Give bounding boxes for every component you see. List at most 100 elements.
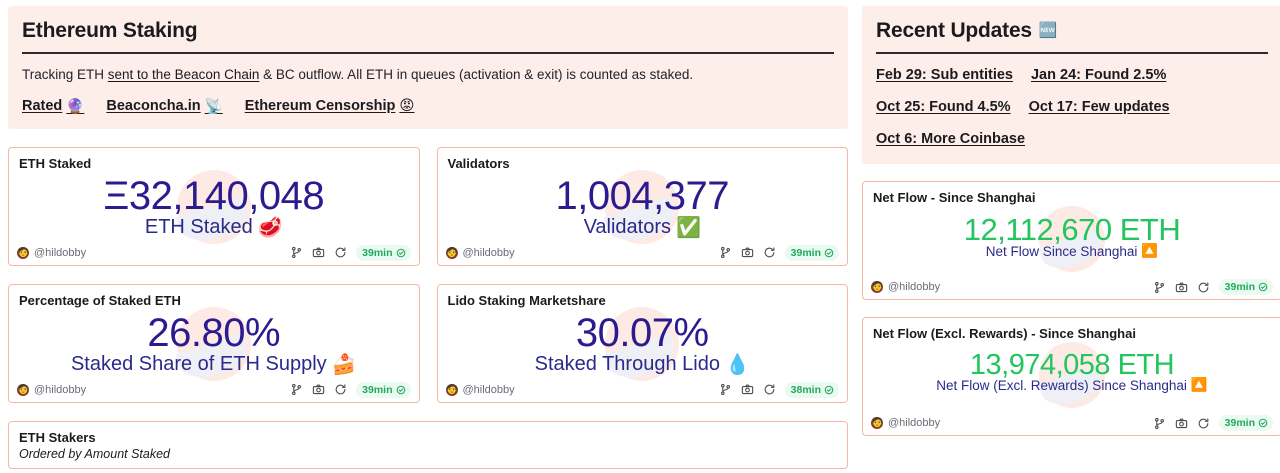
camera-icon[interactable]	[312, 246, 325, 259]
avatar: 🧑	[871, 281, 883, 294]
card-title: Net Flow - Since Shanghai	[873, 190, 1036, 206]
author[interactable]: 🧑 @hildobby	[17, 246, 87, 259]
description-pre: Tracking ETH	[22, 67, 108, 83]
fork-icon[interactable]	[290, 246, 303, 259]
refresh-icon[interactable]	[1197, 417, 1210, 430]
verified-icon	[824, 248, 834, 258]
refresh-time: 39min	[1224, 281, 1255, 294]
check-mark-icon: ✅	[676, 214, 701, 239]
metric-value: 1,004,377	[555, 174, 730, 218]
card-title: ETH Staked	[19, 155, 92, 171]
update-link-feb-29[interactable]: Feb 29: Sub entities	[876, 67, 1013, 84]
update-link-oct-17[interactable]: Oct 17: Few updates	[1028, 98, 1170, 115]
card-percentage-staked-eth[interactable]: Percentage of Staked ETH 26.80% Staked S…	[8, 283, 420, 403]
header-description: Tracking ETH sent to the Beacon Chain & …	[22, 65, 834, 85]
avatar: 🧑	[871, 417, 883, 430]
refresh-icon[interactable]	[334, 383, 347, 396]
card-eth-stakers[interactable]: ETH Stakers Ordered by Amount Staked	[8, 420, 848, 469]
card-net-flow-excl-rewards[interactable]: Net Flow (Excl. Rewards) - Since Shangha…	[862, 317, 1280, 437]
camera-icon[interactable]	[312, 383, 325, 396]
refresh-icon[interactable]	[334, 246, 347, 259]
author[interactable]: 🧑 @hildobby	[871, 281, 940, 294]
footer-tools: 39min	[290, 244, 411, 261]
author-handle: @hildobby	[462, 383, 515, 396]
footer-tools: 39min	[719, 244, 839, 261]
metric-block: 26.80% Staked Share of ETH Supply 🍰	[9, 311, 419, 376]
card-lido-marketshare[interactable]: Lido Staking Marketshare 30.07% Staked T…	[436, 283, 848, 403]
camera-icon[interactable]	[1175, 417, 1188, 430]
verified-icon	[1258, 419, 1268, 428]
author-handle: @hildobby	[888, 417, 941, 430]
verified-icon	[824, 385, 834, 395]
author[interactable]: 🧑 @hildobby	[871, 417, 941, 430]
author-handle: @hildobby	[34, 246, 87, 259]
author[interactable]: 🧑 @hildobby	[445, 383, 515, 396]
fork-icon[interactable]	[1153, 281, 1166, 294]
recent-updates-label: Recent Updates	[876, 19, 1032, 42]
metric-label: Net Flow Since Shanghai	[985, 244, 1138, 260]
fork-icon[interactable]	[290, 383, 303, 396]
link-beaconcha-label: Beaconcha.in	[106, 98, 201, 115]
refresh-icon[interactable]	[763, 246, 776, 259]
card-footer: 🧑 @hildobby 39min	[438, 243, 848, 265]
author[interactable]: 🧑 @hildobby	[445, 246, 515, 259]
metric-value: 13,974,058 ETH	[969, 348, 1175, 381]
card-title: Validators	[447, 155, 510, 171]
eth-stakers-subtitle: Ordered by Amount Staked	[19, 447, 171, 461]
card-net-flow-since-shanghai[interactable]: Net Flow - Since Shanghai 12,112,670 ETH…	[862, 181, 1280, 301]
footer-tools: 38min	[719, 381, 839, 398]
update-link-jan-24[interactable]: Jan 24: Found 2.5%	[1030, 67, 1167, 84]
right-column: Recent Updates 🆕 Feb 29: Sub entities Ja…	[862, 6, 1280, 473]
card-footer: 🧑 @hildobby 39min	[863, 413, 1280, 435]
metric-label-row: Validators ✅	[438, 214, 848, 239]
dune-watermark-icon	[605, 169, 680, 244]
update-link-oct-6[interactable]: Oct 6: More Coinbase	[876, 130, 1026, 147]
beacon-chain-link[interactable]: sent to the Beacon Chain	[107, 67, 260, 83]
dune-watermark-icon	[176, 306, 251, 381]
author[interactable]: 🧑 @hildobby	[17, 383, 86, 396]
status-badge: 39min	[784, 244, 839, 261]
header-links: Rated 🔮 Beaconcha.in 📡 Ethereum Censorsh…	[22, 98, 834, 115]
avatar: 🧑	[17, 383, 29, 396]
metrics-row-2: Percentage of Staked ETH 26.80% Staked S…	[8, 283, 848, 403]
metric-label-row: Staked Through Lido 💧	[438, 352, 848, 376]
metric-block: Ξ32,140,048 ETH Staked 🥩	[9, 174, 419, 239]
recent-updates-links: Feb 29: Sub entities Jan 24: Found 2.5% …	[876, 65, 1268, 150]
card-title: Percentage of Staked ETH	[19, 292, 181, 308]
refresh-time: 38min	[790, 383, 821, 396]
camera-icon[interactable]	[1175, 281, 1188, 294]
card-validators[interactable]: Validators 1,004,377 Validators ✅ 🧑 @hil…	[436, 146, 848, 266]
metric-label: ETH Staked	[144, 215, 253, 238]
title-divider	[22, 52, 834, 55]
link-beaconcha[interactable]: Beaconcha.in 📡	[106, 98, 222, 115]
fork-icon[interactable]	[1153, 417, 1166, 430]
refresh-icon[interactable]	[1197, 281, 1210, 294]
dune-watermark-icon	[1039, 342, 1105, 409]
left-column: Ethereum Staking Tracking ETH sent to th…	[8, 6, 848, 473]
cake-slice-icon: 🍰	[331, 351, 357, 376]
up-arrow-icon: 🔼	[1190, 377, 1208, 394]
card-eth-staked[interactable]: ETH Staked Ξ32,140,048 ETH Staked 🥩 🧑 @h…	[8, 146, 420, 266]
metric-value: 30.07%	[575, 311, 709, 355]
fork-icon[interactable]	[719, 383, 732, 396]
satellite-icon: 📡	[204, 98, 223, 115]
link-rated-label: Rated	[22, 98, 63, 115]
refresh-time: 39min	[362, 383, 393, 396]
fork-icon[interactable]	[719, 246, 732, 259]
link-rated[interactable]: Rated 🔮	[22, 98, 84, 115]
link-ethereum-censorship[interactable]: Ethereum Censorship 😡	[245, 98, 415, 115]
status-badge: 38min	[784, 381, 839, 398]
metric-value: 12,112,670 ETH	[963, 211, 1181, 247]
refresh-time: 39min	[362, 246, 393, 259]
refresh-icon[interactable]	[763, 383, 776, 396]
update-link-oct-25[interactable]: Oct 25: Found 4.5%	[876, 98, 1011, 115]
status-badge: 39min	[1218, 415, 1273, 432]
camera-icon[interactable]	[741, 383, 754, 396]
card-footer: 🧑 @hildobby 39min	[9, 243, 419, 265]
dune-watermark-icon	[1039, 206, 1105, 273]
metric-value: Ξ32,140,048	[103, 174, 325, 218]
page-title: Ethereum Staking	[22, 19, 198, 42]
camera-icon[interactable]	[741, 246, 754, 259]
metric-label: Staked Share of ETH Supply	[70, 352, 327, 375]
